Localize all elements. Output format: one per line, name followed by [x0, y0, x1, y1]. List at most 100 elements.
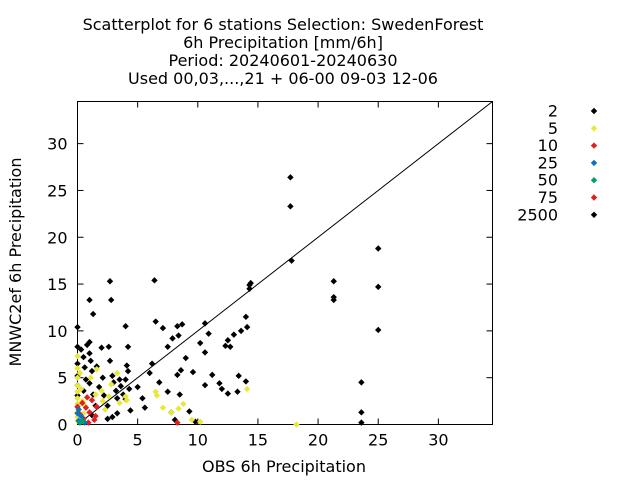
data-point-series-2: [80, 387, 87, 394]
data-point-series-5: [113, 369, 121, 377]
data-point-series-2: [176, 391, 183, 398]
diagonal-reference-line: [77, 101, 493, 425]
data-point-series-10: [91, 416, 98, 424]
data-point-series-2: [82, 376, 90, 383]
data-point-series-2: [113, 410, 121, 417]
x-tick-label: 20: [308, 431, 328, 450]
data-point-series-2: [122, 322, 129, 330]
data-point-series-2: [288, 257, 295, 264]
data-point-series-2: [224, 390, 232, 397]
data-point-series-2: [196, 339, 204, 347]
data-point-series-2: [375, 326, 382, 334]
data-point-series-2: [151, 277, 158, 284]
data-point-series-2: [122, 376, 129, 383]
data-point-series-2: [175, 332, 182, 339]
y-axis-label: MNWC2ef 6h Precipitation: [6, 158, 25, 367]
legend-marker-2: [590, 107, 598, 115]
data-point-series-5: [74, 388, 81, 395]
y-tick-label: 25: [47, 181, 67, 200]
legend-label-10: 10: [538, 136, 558, 155]
data-point-series-5: [87, 374, 94, 381]
data-point-series-2: [182, 354, 189, 362]
data-point-series-2: [106, 278, 114, 285]
data-point-series-2: [74, 360, 81, 367]
data-point-series-5: [76, 369, 84, 377]
data-point-series-2: [247, 279, 254, 287]
x-tick-label: 25: [368, 431, 388, 450]
data-point-series-2: [186, 408, 193, 415]
data-point-series-2: [330, 293, 337, 301]
data-point-series-2: [224, 337, 232, 344]
y-tick-label: 0: [57, 416, 67, 435]
x-tick-label: 30: [428, 431, 448, 450]
data-point-series-2: [230, 331, 238, 338]
data-point-series-2: [88, 367, 96, 375]
data-point-series-5: [74, 381, 81, 389]
data-point-series-2: [74, 343, 81, 350]
data-point-series-2: [205, 330, 212, 337]
data-point-series-2: [169, 335, 176, 342]
data-point-series-5: [105, 393, 112, 400]
data-point-series-2: [218, 385, 226, 393]
data-point-series-2: [74, 323, 81, 331]
data-point-series-2: [178, 321, 186, 328]
legend-label-5: 5: [548, 119, 558, 138]
data-point-series-2: [222, 342, 229, 350]
data-point-series-2: [216, 380, 223, 387]
data-point-series-2: [227, 343, 234, 350]
data-point-series-2: [287, 174, 294, 181]
y-tick-label: 10: [47, 322, 67, 341]
data-point-series-2: [98, 344, 105, 351]
data-point-series-2: [235, 372, 242, 380]
data-point-series-5: [92, 391, 99, 398]
y-tick-label: 20: [47, 228, 67, 247]
x-axis-label: OBS 6h Precipitation: [202, 457, 366, 476]
data-point-series-5: [175, 405, 182, 412]
data-point-series-5: [74, 352, 81, 360]
data-point-series-5: [107, 381, 115, 388]
data-point-series-2: [86, 338, 93, 346]
data-point-series-2: [243, 323, 251, 331]
data-point-series-10: [86, 409, 93, 416]
title-line-2: 6h Precipitation [mm/6h]: [183, 33, 383, 52]
legend-marker-10: [590, 142, 598, 149]
data-point-series-2: [109, 413, 116, 421]
data-point-series-2: [116, 376, 123, 383]
data-point-series-2: [86, 296, 93, 304]
data-point-series-2: [99, 374, 106, 381]
data-point-series-2: [117, 382, 125, 390]
data-point-series-2: [375, 283, 382, 291]
data-point-series-2: [100, 392, 108, 399]
data-point-series-5: [152, 388, 159, 395]
y-tick-label: 5: [57, 369, 67, 388]
y-tick-label: 30: [47, 135, 67, 154]
legend-label-50: 50: [538, 171, 558, 190]
data-point-series-5: [93, 366, 100, 373]
data-point-series-2: [375, 245, 382, 252]
legend-marker-5: [590, 125, 598, 132]
legend-label-2500: 2500: [517, 205, 558, 224]
data-point-series-2: [134, 383, 141, 391]
data-point-series-5: [293, 421, 300, 428]
data-point-series-10: [82, 404, 90, 411]
data-point-series-5: [99, 397, 106, 405]
data-point-series-25: [77, 412, 85, 420]
data-points: [74, 174, 382, 428]
data-point-series-2: [87, 357, 94, 365]
data-point-series-2: [112, 387, 120, 394]
data-point-series-2: [159, 324, 167, 332]
data-point-series-2: [152, 318, 159, 325]
data-point-series-50: [79, 417, 86, 424]
data-point-series-2: [358, 379, 365, 386]
data-point-series-2: [174, 322, 181, 330]
data-point-series-2: [246, 285, 253, 292]
legend-marker-75: [590, 194, 598, 201]
data-point-series-10: [92, 412, 99, 420]
data-point-series-5: [77, 385, 85, 393]
data-point-series-2: [148, 360, 156, 367]
data-point-series-2: [105, 343, 112, 350]
x-tick-label: 0: [72, 431, 82, 450]
data-point-series-2: [177, 366, 185, 374]
